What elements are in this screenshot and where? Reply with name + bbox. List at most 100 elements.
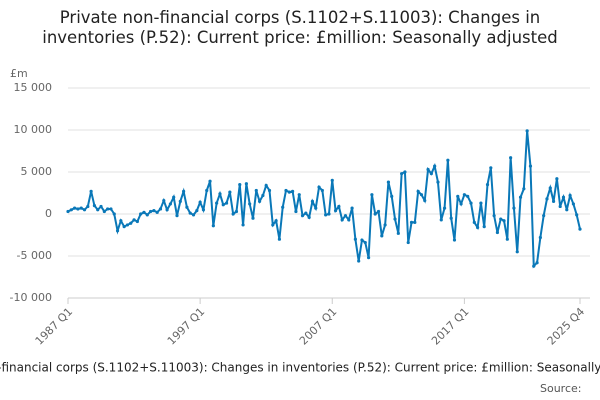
point <box>99 204 103 209</box>
point <box>251 216 255 220</box>
point <box>555 177 559 181</box>
point <box>188 211 192 215</box>
point <box>284 188 288 193</box>
point <box>565 208 569 212</box>
point <box>505 237 509 241</box>
point <box>403 170 407 174</box>
point <box>442 206 447 210</box>
point <box>482 225 486 229</box>
point <box>324 213 328 217</box>
point <box>261 193 265 198</box>
point <box>175 214 179 218</box>
point <box>320 188 324 193</box>
point <box>542 214 546 218</box>
point <box>492 214 496 218</box>
point <box>115 229 120 233</box>
point <box>129 221 133 225</box>
point <box>456 194 460 198</box>
point <box>198 200 202 204</box>
point <box>571 202 575 206</box>
y-tick-label: 10 000 <box>14 123 53 136</box>
point <box>578 227 582 231</box>
point <box>142 210 146 214</box>
point <box>551 199 556 203</box>
point <box>277 237 282 241</box>
point <box>254 188 258 193</box>
point <box>248 202 252 206</box>
point <box>373 212 377 216</box>
point <box>489 166 493 170</box>
point <box>79 206 83 210</box>
point <box>380 234 384 238</box>
point <box>466 194 470 198</box>
y-axis-label: £m <box>10 67 28 80</box>
point <box>310 199 315 203</box>
point <box>406 240 410 245</box>
point <box>218 192 222 196</box>
point <box>366 256 371 260</box>
point <box>221 203 225 207</box>
point <box>205 188 209 193</box>
point <box>429 172 433 176</box>
point <box>360 238 364 242</box>
point <box>409 220 414 224</box>
point <box>426 167 430 172</box>
point <box>304 211 308 215</box>
point <box>568 193 572 198</box>
point <box>125 223 130 227</box>
point <box>178 199 182 203</box>
point <box>558 204 562 209</box>
point <box>337 204 341 209</box>
point <box>333 209 338 213</box>
point <box>525 129 529 133</box>
point <box>86 204 90 209</box>
point <box>423 198 427 203</box>
point <box>211 224 215 228</box>
point <box>509 156 513 160</box>
point <box>182 189 186 193</box>
point <box>317 185 321 189</box>
point <box>353 237 357 241</box>
point <box>386 180 391 184</box>
point <box>347 218 351 222</box>
point <box>390 194 394 198</box>
point <box>452 238 457 242</box>
point <box>343 214 348 218</box>
point <box>139 212 143 216</box>
point <box>485 183 490 187</box>
y-tick-label: -5 000 <box>17 249 52 262</box>
point <box>340 218 344 222</box>
point <box>479 201 483 205</box>
point <box>307 215 311 219</box>
point <box>73 206 77 210</box>
y-tick-label: 5 000 <box>21 165 53 178</box>
x-tick-label: 1997 Q1 <box>165 305 208 348</box>
point <box>244 182 248 186</box>
point <box>112 212 116 216</box>
point <box>357 259 361 263</box>
point <box>495 230 500 235</box>
point <box>231 212 235 216</box>
point <box>538 235 542 240</box>
y-tick-label: -10 000 <box>10 291 52 304</box>
point <box>238 183 242 187</box>
point <box>291 189 295 193</box>
point <box>413 220 417 224</box>
point <box>96 208 100 212</box>
x-tick-label: 1987 Q1 <box>33 305 76 348</box>
point <box>172 195 176 199</box>
point <box>363 240 367 245</box>
x-tick-label: 2025 Q4 <box>545 305 588 348</box>
legend-label: Private non-financial corps (S.1102+S.11… <box>0 361 600 375</box>
series-line <box>67 130 581 269</box>
point <box>224 201 229 205</box>
point <box>515 250 519 254</box>
point <box>152 209 156 213</box>
point <box>234 209 239 214</box>
point <box>215 201 219 205</box>
point <box>294 209 298 214</box>
point <box>106 207 110 211</box>
point <box>267 188 272 193</box>
point <box>281 205 285 209</box>
